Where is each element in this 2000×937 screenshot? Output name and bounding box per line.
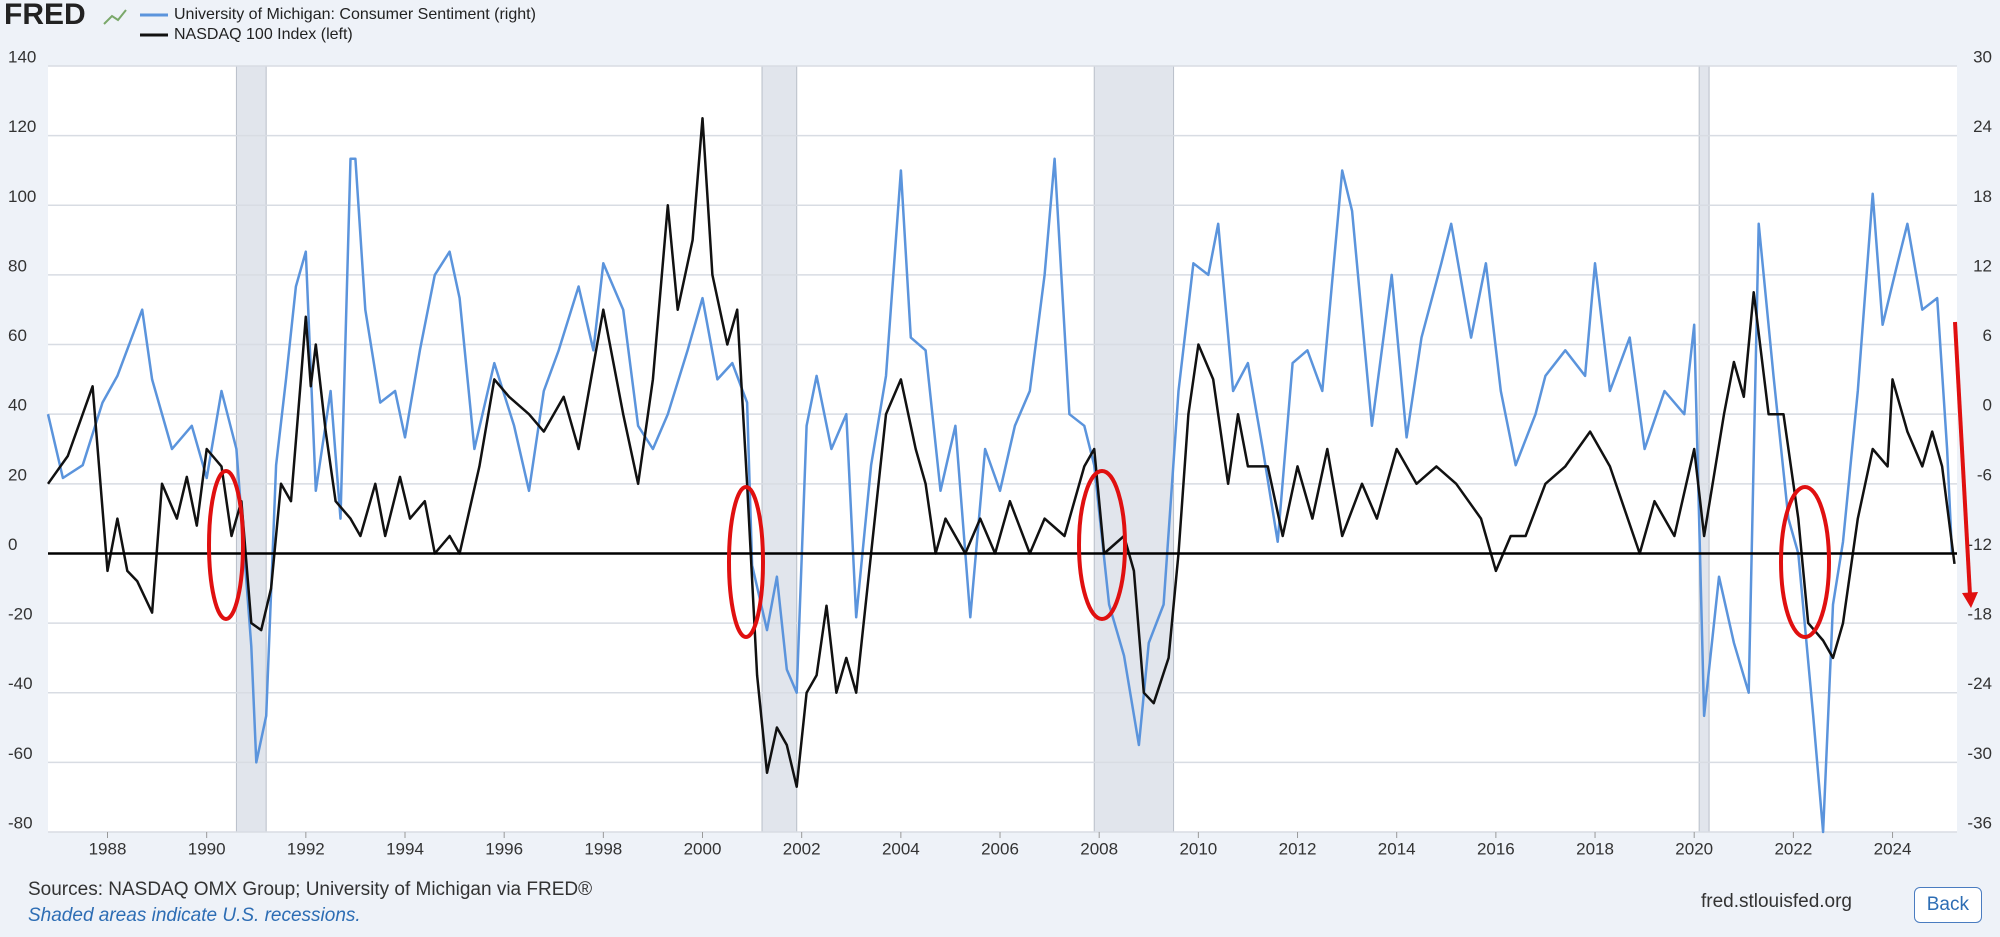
x-tick-label: 2016 xyxy=(1477,839,1515,858)
x-tick-label: 1998 xyxy=(584,839,622,858)
logo-icon xyxy=(103,9,127,25)
circle-annotation xyxy=(207,469,245,621)
y2-tick-label: 12 xyxy=(1973,256,1992,275)
y-tick-label: -80 xyxy=(8,813,33,832)
x-tick-label: 1988 xyxy=(89,839,127,858)
plot-area xyxy=(48,66,1957,832)
sources: Sources: NASDAQ OMX Group; University of… xyxy=(28,879,593,900)
legend-label: University of Michigan: Consumer Sentime… xyxy=(174,6,536,23)
y-tick-label: 100 xyxy=(8,187,36,206)
y2-tick-label: 30 xyxy=(1973,47,1992,66)
y-tick-label: 80 xyxy=(8,256,27,275)
recession-band xyxy=(761,65,798,833)
x-tick-label: 2020 xyxy=(1675,839,1713,858)
x-tick-label: 2010 xyxy=(1179,839,1217,858)
circle-annotation xyxy=(1077,469,1127,621)
arrow-head xyxy=(1962,592,1978,608)
recession-band xyxy=(235,65,267,833)
x-tick-label: 2024 xyxy=(1874,839,1912,858)
circle-annotation xyxy=(727,485,765,639)
x-tick-label: 2000 xyxy=(684,839,722,858)
x-tick-label: 2022 xyxy=(1774,839,1812,858)
circle-annotation xyxy=(1779,485,1831,639)
x-tick-label: 2012 xyxy=(1279,839,1317,858)
x-tick-label: 1992 xyxy=(287,839,325,858)
y2-tick-label: 0 xyxy=(1983,396,1992,415)
logo: FRED xyxy=(4,0,86,31)
x-tick-label: 2002 xyxy=(783,839,821,858)
y-tick-label: 40 xyxy=(8,396,27,415)
series-line xyxy=(46,157,1954,834)
x-tick-label: 2014 xyxy=(1378,839,1416,858)
arrow-annotation xyxy=(1953,321,1972,596)
recession-band xyxy=(1093,65,1175,833)
y2-tick-label: -24 xyxy=(1967,674,1992,693)
y2-tick-label: -12 xyxy=(1967,535,1992,554)
annotations xyxy=(207,321,1978,639)
x-tick-label: 1994 xyxy=(386,839,424,858)
y-tick-label: -20 xyxy=(8,605,33,624)
y2-tick-label: 6 xyxy=(1983,326,1992,345)
x-tick-label: 1996 xyxy=(485,839,523,858)
y2-tick-label: -18 xyxy=(1967,605,1992,624)
x-tick-label: 2018 xyxy=(1576,839,1614,858)
y-tick-label: -60 xyxy=(8,744,33,763)
back-button[interactable]: Back xyxy=(1913,887,1982,923)
y-tick-label: 20 xyxy=(8,465,27,484)
y2-tick-label: -36 xyxy=(1967,813,1992,832)
x-tick-label: 2008 xyxy=(1080,839,1118,858)
y-tick-label: 140 xyxy=(8,47,36,66)
y2-tick-label: 24 xyxy=(1973,117,1992,136)
y-tick-label: 0 xyxy=(8,535,17,554)
x-tick-label: 2006 xyxy=(981,839,1019,858)
y2-tick-label: -30 xyxy=(1967,744,1992,763)
x-tick-label: 2004 xyxy=(882,839,920,858)
recession-note: Shaded areas indicate U.S. recessions. xyxy=(28,905,361,926)
legend-label: NASDAQ 100 Index (left) xyxy=(174,26,353,43)
y2-tick-label: 18 xyxy=(1973,187,1992,206)
y2-tick-label: -6 xyxy=(1977,465,1992,484)
y-tick-label: 60 xyxy=(8,326,27,345)
x-tick-label: 1990 xyxy=(188,839,226,858)
y-tick-label: 120 xyxy=(8,117,36,136)
series-line xyxy=(46,116,1956,788)
y-tick-label: -40 xyxy=(8,674,33,693)
site: fred.stlouisfed.org xyxy=(1700,891,1852,912)
